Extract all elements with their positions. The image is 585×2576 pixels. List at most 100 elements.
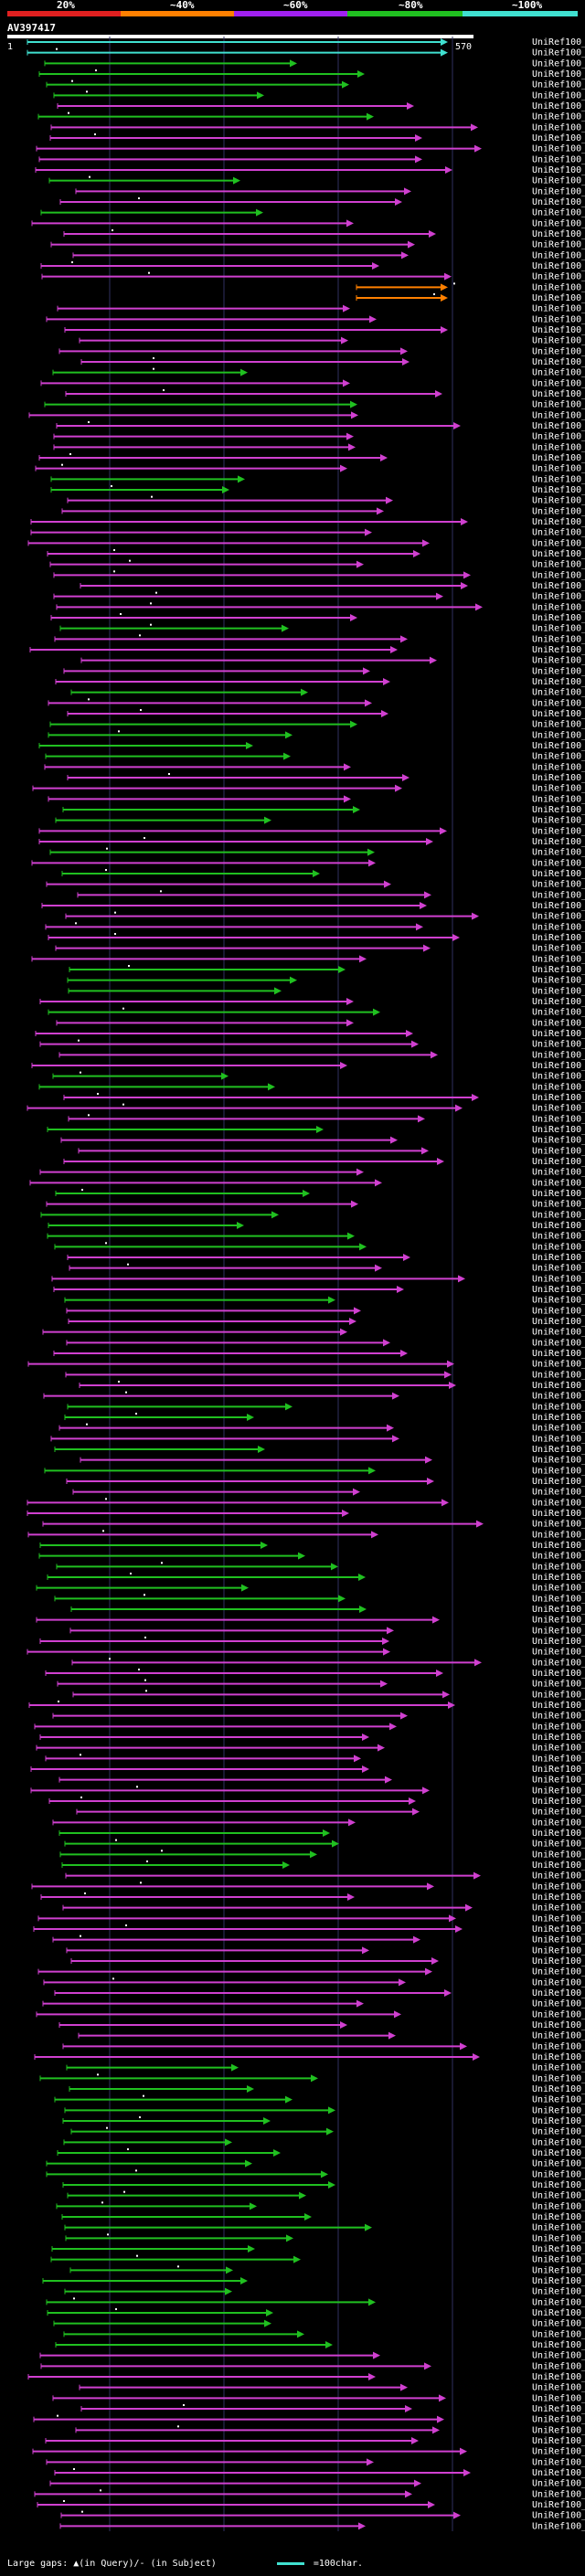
hit-label[interactable]: UniRef100_UP1000...	[532, 2255, 585, 2265]
hit-row[interactable]: UniRef100_UP1000...	[63, 2137, 585, 2147]
hit-label[interactable]: UniRef100_A1WD44	[532, 912, 585, 922]
hit-label[interactable]: UniRef100_UP1000...	[532, 2223, 585, 2233]
hit-label[interactable]: UniRef100_Q42412	[532, 1892, 585, 1903]
hit-row[interactable]: UniRef100_Q22384	[76, 1807, 585, 1818]
hit-row[interactable]: UniRef100_Q4FWP9	[34, 2052, 585, 2062]
hit-label[interactable]: UniRef100_B4NIQ2	[532, 656, 585, 666]
hit-label[interactable]: UniRef100_UP1000...	[532, 1306, 585, 1316]
hit-label[interactable]: UniRef100_Q3AEQ7	[532, 2020, 585, 2030]
hit-label[interactable]: UniRef100_C5H7B0	[532, 357, 585, 367]
hit-row[interactable]: UniRef100_UP1000...	[48, 730, 585, 740]
hit-row[interactable]: UniRef100_Q4U567	[50, 1434, 585, 1444]
hit-label[interactable]: UniRef100_A1Q6P6	[532, 1296, 585, 1306]
hit-row[interactable]: UniRef100_B1SC93	[35, 463, 585, 474]
hit-label[interactable]: UniRef100_Q75480	[532, 250, 585, 260]
hit-row[interactable]: UniRef100_B3XY73	[58, 1050, 585, 1060]
hit-label[interactable]: UniRef100_Q0K070	[532, 1392, 585, 1402]
hit-label[interactable]: UniRef100_UP1000...	[532, 2191, 585, 2201]
hit-label[interactable]: UniRef100_Q4RU95	[532, 1242, 585, 1252]
hit-row[interactable]: UniRef100_B6HC28	[37, 111, 585, 122]
hit-row[interactable]: UniRef100_Q48FB1	[75, 2425, 585, 2435]
hit-row[interactable]: UniRef100_C5MBC4	[58, 1829, 585, 1839]
hit-label[interactable]: UniRef100_UP1000...	[532, 986, 585, 996]
hit-row[interactable]: UniRef100_UP1000...	[70, 688, 585, 698]
hit-label[interactable]: UniRef100_A0RVQ4	[532, 1626, 585, 1636]
hit-label[interactable]: UniRef100_C9YCG8	[532, 1253, 585, 1263]
hit-row[interactable]: UniRef100_B7V2B4	[68, 1114, 585, 1124]
hit-label[interactable]: UniRef100_C5FPY1	[532, 549, 585, 559]
hit-row[interactable]: UniRef100_C9YCG8	[67, 1253, 585, 1263]
hit-label[interactable]: UniRef100_Q59E58	[532, 2415, 585, 2425]
hit-row[interactable]: UniRef100_A1WE85	[66, 1338, 585, 1348]
hit-row[interactable]: UniRef100_B0VB22	[36, 1616, 585, 1626]
hit-label[interactable]: UniRef100_UP1000...	[532, 1466, 585, 1476]
hit-row[interactable]: UniRef100_UP1000...	[69, 2084, 585, 2094]
hit-label[interactable]: UniRef100_A1VNL4	[532, 1765, 585, 1775]
hit-label[interactable]: UniRef100_A9CXL2	[532, 1104, 585, 1114]
hit-row[interactable]: UniRef100_Q2WLV7	[27, 48, 585, 58]
hit-label[interactable]: UniRef100_B9KP37	[532, 1722, 585, 1732]
hit-row[interactable]: UniRef100_B4LY31	[38, 837, 585, 847]
hit-row[interactable]: UniRef100_B4JFV2	[41, 271, 585, 282]
hit-row[interactable]: UniRef100_A9R5S7	[62, 2041, 585, 2051]
hit-row[interactable]: UniRef100_Q295V6	[80, 581, 585, 591]
hit-row[interactable]: UniRef100_UP1000...	[70, 2126, 585, 2137]
hit-row[interactable]: UniRef100_Q4P9V9	[79, 336, 585, 346]
hit-row[interactable]: UniRef100_C5KFR4	[28, 410, 585, 420]
hit-label[interactable]: UniRef100_C5Y8X0	[532, 1530, 585, 1540]
hit-row[interactable]: UniRef100_A4S763	[67, 976, 585, 986]
hit-label[interactable]: UniRef100_UP1000...	[532, 688, 585, 698]
hit-row[interactable]: UniRef100_UP1000...	[52, 1818, 585, 1828]
hit-row[interactable]: UniRef100_UP1000...	[64, 2223, 585, 2233]
hit-row[interactable]: UniRef100_UP1000...	[51, 2244, 585, 2254]
hit-row[interactable]: UniRef100_Q2H472	[65, 389, 585, 399]
hit-row[interactable]: UniRef100_B5X2U1	[49, 847, 585, 858]
hit-row[interactable]: UniRef100_Q5C1P3	[35, 165, 585, 175]
hit-row[interactable]: UniRef100_B3N2R5	[30, 517, 585, 527]
hit-row[interactable]: UniRef100_Q1AYE5	[30, 1786, 585, 1796]
hit-label[interactable]: UniRef100_B7V2B4	[532, 1114, 585, 1124]
hit-label[interactable]: UniRef100_Q3SYU2	[532, 2393, 585, 2403]
hit-label[interactable]: UniRef100_Q4T7Z7	[532, 880, 585, 890]
hit-label[interactable]: UniRef100_Q9WXN2	[532, 1488, 585, 1498]
hit-row[interactable]: UniRef100_P16979	[55, 944, 585, 954]
hit-label[interactable]: UniRef100_Q1AYE5	[532, 1786, 585, 1796]
hit-label[interactable]: UniRef100_UP1000...	[532, 1221, 585, 1231]
hit-label[interactable]: UniRef100_UP1000...	[532, 730, 585, 740]
hit-row[interactable]: UniRef100_P48350	[66, 1945, 585, 1956]
hit-row[interactable]: UniRef100_P0C826	[46, 2457, 585, 2467]
hit-row[interactable]: UniRef100_C5KRB9	[59, 623, 585, 634]
hit-label[interactable]: UniRef100_C5KBM1	[532, 304, 585, 314]
hit-label[interactable]: UniRef100_B7GDF0	[532, 1157, 585, 1167]
hit-row[interactable]: UniRef100_B6T5N8	[78, 2031, 585, 2041]
hit-label[interactable]: UniRef100_Q41453	[532, 1274, 585, 1284]
hit-label[interactable]: UniRef100_UP1000...	[532, 720, 585, 730]
hit-row[interactable]: UniRef100_Q4T7Z7	[46, 880, 585, 890]
hit-row[interactable]: UniRef100_A1VNI9	[42, 1999, 585, 2009]
hit-row[interactable]: UniRef100_Q0VQN4	[61, 1860, 585, 1871]
hit-row[interactable]: UniRef100_C5L4X4	[50, 474, 585, 484]
hit-row[interactable]: UniRef100_Q9F9B9	[31, 1061, 585, 1071]
hit-row[interactable]: UniRef100_Q4RU95	[54, 1242, 585, 1252]
hit-row[interactable]: UniRef100_A5EYW0	[37, 2500, 585, 2510]
hit-label[interactable]: UniRef100_A1WE85	[532, 1338, 585, 1348]
hit-label[interactable]: UniRef100_Q22390	[532, 1913, 585, 1924]
hit-label[interactable]: UniRef100_UP1000...	[532, 2276, 585, 2286]
hit-row[interactable]: UniRef100_C1MII7	[46, 80, 585, 90]
hit-label[interactable]: UniRef100_B7GER2	[532, 58, 585, 69]
hit-row[interactable]: UniRef100_C5H7B0	[80, 357, 585, 367]
hit-row[interactable]: UniRef100_Q6N0Z1	[38, 1552, 585, 1562]
hit-row[interactable]: UniRef100_B6QE86	[55, 677, 585, 687]
hit-row[interactable]: UniRef100_Q24J94	[62, 1903, 585, 1913]
hit-label[interactable]: UniRef100_B3N2R5	[532, 517, 585, 527]
hit-label[interactable]: UniRef100_C5L4X4	[532, 474, 585, 484]
hit-label[interactable]: UniRef100_Q7RJA9	[532, 933, 585, 943]
hit-row[interactable]: UniRef100_Q3SYU2	[52, 2393, 585, 2403]
hit-label[interactable]: UniRef100_UP1000...	[532, 1210, 585, 1220]
hit-row[interactable]: UniRef100_A3QL13	[56, 1562, 585, 1572]
hit-label[interactable]: UniRef100_UP1000...	[532, 2159, 585, 2169]
hit-label[interactable]: UniRef100_Q1LVZ4	[532, 1413, 585, 1423]
hit-label[interactable]: UniRef100_C5KY24	[532, 613, 585, 623]
hit-label[interactable]: UniRef100_UP1000...	[532, 2169, 585, 2179]
hit-label[interactable]: UniRef100_B2XVY9	[532, 1285, 585, 1295]
